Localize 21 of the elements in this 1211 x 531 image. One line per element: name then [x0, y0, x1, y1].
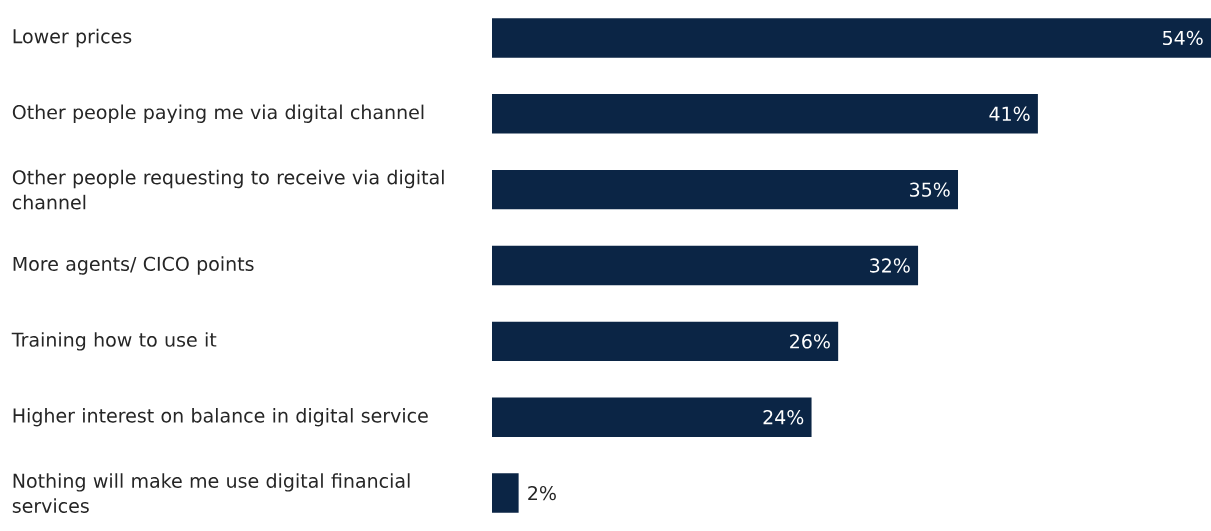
data-label: 35% — [910, 182, 950, 197]
bar — [491, 397, 812, 437]
data-label: 2% — [528, 485, 556, 501]
bar — [491, 18, 1211, 58]
y-tick-label: Other people paying me via digital channel — [12, 104, 424, 123]
data-label: 32% — [870, 258, 910, 273]
data-label: 26% — [790, 334, 830, 349]
data-label: 41% — [989, 106, 1030, 121]
data-label: 54% — [1163, 30, 1203, 46]
data-label: 24% — [763, 410, 804, 425]
y-tick-label: Training how to use it — [11, 332, 217, 351]
bar — [491, 169, 959, 210]
y-tick-label: Higher interest on balance in digital service — [13, 408, 428, 427]
y-tick-label: More agents/ CICO points — [13, 256, 254, 275]
bar — [491, 94, 1038, 134]
y-tick-label: Other people requesting to receive via digital channel — [12, 169, 444, 210]
bar — [491, 473, 519, 513]
bar — [491, 245, 919, 286]
bar — [491, 321, 839, 362]
y-tick-label: Nothing will make me use digital financial services — [12, 473, 410, 513]
y-tick-label: Lower prices — [13, 28, 132, 48]
